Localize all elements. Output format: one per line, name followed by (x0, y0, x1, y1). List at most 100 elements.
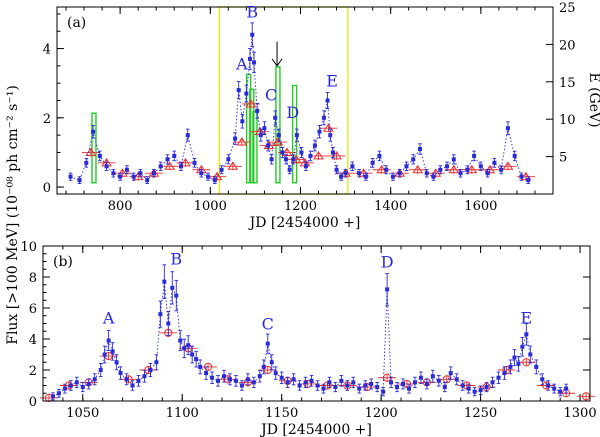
y-tick-label: 0 (29, 395, 37, 410)
blue-marker (50, 394, 55, 399)
blue-marker (68, 383, 73, 388)
flare-label: A (102, 309, 115, 328)
right-y-tick-label: 5 (559, 151, 567, 166)
blue-marker (138, 171, 143, 176)
blue-marker (136, 378, 141, 383)
blue-marker (179, 164, 183, 169)
blue-marker (546, 383, 551, 388)
blue-marker (333, 385, 338, 390)
blue-marker (520, 344, 525, 349)
blue-marker (212, 178, 217, 183)
panel-b-ticks: 1050 1100 1150 1200 1250 1300 0 2 4 6 8 10 (20, 240, 596, 421)
blue-marker (297, 383, 302, 388)
red-marker (281, 147, 293, 156)
blue-marker (303, 164, 308, 169)
flare-label: A (235, 54, 248, 73)
blue-marker (233, 378, 238, 383)
blue-marker (252, 60, 257, 65)
blue-marker (417, 146, 422, 151)
blue-marker (148, 368, 153, 372)
blue-marker (472, 153, 477, 158)
x-tick-label: 1400 (374, 199, 407, 214)
blue-marker (250, 32, 255, 37)
blue-marker (86, 381, 91, 386)
blue-marker (339, 378, 344, 383)
blue-marker (186, 343, 191, 348)
blue-marker (558, 389, 563, 394)
blue-marker (363, 383, 368, 388)
panel-b-label: (b) (53, 254, 73, 270)
blue-marker (236, 88, 241, 93)
y-tick-label: 4 (43, 43, 51, 58)
blue-marker (397, 171, 402, 176)
blue-marker (321, 386, 326, 391)
red-marker (313, 150, 324, 160)
right-y-tick-label: 15 (559, 76, 576, 91)
blue-marker (328, 133, 333, 138)
blue-marker (466, 386, 471, 391)
panel-a-xlabel: JD [2454000 +] (248, 215, 361, 231)
blue-marker (484, 385, 489, 390)
flare-label: C (262, 315, 274, 334)
blue-marker (343, 171, 348, 176)
blue-marker (321, 115, 326, 120)
blue-marker (131, 174, 136, 179)
panel-a: 800 1000 1200 1400 1600 0 2 4 5 10 15 20 25 (a) A B CD… (43, 1, 600, 231)
y-tick-label: 2 (29, 364, 37, 379)
blue-marker (216, 378, 221, 383)
blue-marker (351, 380, 356, 385)
blue-marker (194, 357, 199, 362)
blue-marker (162, 279, 167, 284)
blue-marker (170, 285, 175, 290)
blue-marker (285, 380, 290, 385)
blue-marker (294, 133, 299, 138)
blue-marker (317, 129, 322, 134)
blue-marker (395, 385, 400, 390)
blue-marker (219, 167, 224, 172)
red-marker (211, 171, 223, 181)
blue-marker (334, 167, 339, 172)
blue-marker (222, 374, 227, 379)
blue-marker (198, 364, 203, 369)
blue-marker (226, 157, 231, 162)
red-marker (520, 171, 532, 181)
blue-marker (287, 167, 292, 172)
blue-marker (552, 386, 557, 391)
blue-marker (370, 160, 375, 165)
blue-marker (499, 167, 504, 172)
blue-marker (492, 160, 497, 165)
blue-marker (357, 386, 362, 391)
flare-label: D (381, 253, 394, 272)
red-marker (331, 150, 342, 160)
blue-marker (151, 171, 156, 176)
photon-energy-bar (91, 112, 97, 184)
blue-marker (381, 389, 386, 394)
blue-marker (384, 167, 389, 172)
blue-marker (519, 174, 524, 179)
blue-marker (445, 164, 450, 169)
blue-marker (339, 174, 344, 179)
blue-marker (345, 383, 350, 388)
blue-marker (385, 287, 390, 292)
blue-marker (130, 383, 135, 388)
blue-marker (303, 380, 308, 385)
blue-marker (102, 352, 107, 357)
blue-marker (454, 377, 459, 382)
red-marker (466, 164, 478, 174)
blue-marker (528, 352, 533, 357)
blue-marker (158, 312, 163, 317)
blue-marker (227, 377, 232, 382)
blue-marker (158, 164, 163, 169)
blue-marker (245, 377, 250, 382)
panel-a-right-ylabel: E (GeV) (586, 72, 600, 127)
blue-marker (185, 133, 190, 138)
x-tick-label: 1200 (284, 199, 317, 214)
blue-marker (182, 346, 187, 351)
blue-marker (512, 355, 517, 360)
blue-marker (142, 374, 147, 379)
blue-marker (56, 391, 61, 396)
blue-marker (357, 171, 362, 176)
blue-marker (110, 349, 115, 354)
y-tick-label: 6 (29, 302, 37, 317)
